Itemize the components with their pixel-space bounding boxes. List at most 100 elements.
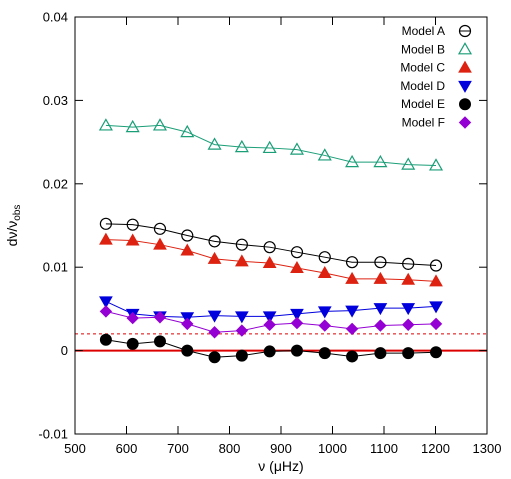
data-point	[126, 218, 139, 231]
legend-label: Model E	[401, 97, 445, 111]
ticks-layer: 500 600 700 800 900 1000 1100 1200 1300 -0.01 0 0.0…	[38, 10, 501, 457]
series-line	[105, 124, 437, 166]
data-point	[345, 154, 360, 168]
data-point	[317, 266, 332, 279]
data-point	[235, 349, 248, 362]
data-point	[318, 347, 331, 360]
series-model-a	[99, 217, 443, 272]
data-point	[98, 118, 113, 131]
data-point	[345, 256, 359, 269]
data-point	[345, 322, 359, 336]
data-point	[429, 301, 443, 314]
data-point	[180, 124, 195, 138]
x-tick-label: 1100	[370, 441, 398, 456]
data-point	[429, 259, 443, 272]
series-model-f	[99, 305, 443, 339]
data-point	[402, 257, 415, 270]
x-tick-label: 600	[116, 441, 138, 456]
data-point	[430, 346, 443, 359]
data-point	[290, 316, 304, 330]
data-point	[374, 319, 387, 332]
x-tick-label: 900	[270, 441, 292, 456]
data-point	[263, 241, 276, 254]
data-point	[99, 217, 113, 230]
data-point	[318, 251, 331, 264]
data-point	[208, 351, 221, 364]
data-point	[373, 154, 388, 168]
legend-marker	[457, 42, 473, 55]
x-tick-label: 1300	[473, 441, 502, 456]
data-point	[207, 310, 222, 323]
data-point	[181, 317, 194, 331]
data-point	[374, 347, 387, 360]
data-point	[126, 311, 139, 325]
y-axis-label-main: dν/ν	[4, 221, 20, 247]
data-point	[208, 235, 221, 248]
data-point	[263, 318, 276, 331]
data-point	[99, 296, 113, 309]
data-point	[290, 246, 304, 259]
data-point	[125, 119, 140, 133]
data-point	[373, 303, 388, 316]
data-point	[345, 305, 359, 318]
data-point	[234, 139, 249, 153]
x-tick-label: 700	[167, 441, 189, 456]
series-model-e	[99, 333, 443, 364]
data-point	[262, 256, 277, 269]
y-tick-label: 0.01	[43, 260, 68, 275]
data-point	[180, 243, 195, 256]
data-point	[207, 137, 222, 150]
data-point	[153, 311, 167, 324]
data-point	[152, 118, 168, 131]
data-point	[318, 319, 331, 332]
data-point	[99, 305, 113, 318]
legend-marker	[458, 80, 472, 93]
data-point	[263, 345, 276, 358]
data-point	[346, 350, 359, 363]
data-point	[181, 229, 194, 242]
legend-label: Model F	[402, 116, 445, 130]
data-point	[153, 335, 166, 348]
data-point	[181, 344, 194, 357]
data-point	[125, 233, 140, 246]
data-point	[401, 303, 416, 316]
legend-label: Model C	[400, 61, 445, 75]
data-point	[262, 140, 277, 154]
data-point	[429, 317, 443, 331]
y-axis-label-subscript: obs	[12, 205, 23, 221]
legend-marker	[459, 98, 471, 111]
data-point	[429, 274, 443, 287]
x-tick-label: 500	[64, 441, 86, 456]
data-point	[290, 308, 304, 321]
series-line	[105, 223, 437, 267]
data-point	[428, 158, 444, 171]
data-point	[234, 254, 249, 267]
series-model-c	[99, 232, 443, 287]
data-point	[373, 271, 388, 284]
y-axis-label: dν/νobs	[4, 205, 23, 247]
y-tick-label: 0.04	[43, 10, 68, 25]
legend-label: Model B	[401, 42, 445, 56]
y-tick-label: 0.03	[43, 93, 68, 108]
legend-marker	[458, 60, 472, 73]
data-point	[289, 142, 304, 155]
data-point	[401, 272, 416, 285]
data-point	[99, 232, 113, 245]
axis-labels: ν (μHz) dν/νobs	[4, 205, 304, 474]
data-point	[235, 324, 249, 337]
data-point	[345, 271, 359, 284]
legend: Model A Model B Model C Model D Model E Model…	[400, 24, 473, 130]
data-point	[153, 222, 167, 235]
legend-label: Model A	[402, 24, 445, 38]
legend-marker	[458, 116, 472, 129]
data-point	[207, 251, 222, 264]
x-tick-label: 1200	[421, 441, 450, 456]
data-point	[235, 238, 248, 251]
data-point	[153, 237, 167, 250]
series-layer	[98, 118, 444, 364]
series-model-b	[98, 118, 444, 171]
data-point	[402, 347, 415, 360]
series-model-d	[99, 296, 443, 325]
y-tick-label: 0.02	[43, 176, 68, 191]
